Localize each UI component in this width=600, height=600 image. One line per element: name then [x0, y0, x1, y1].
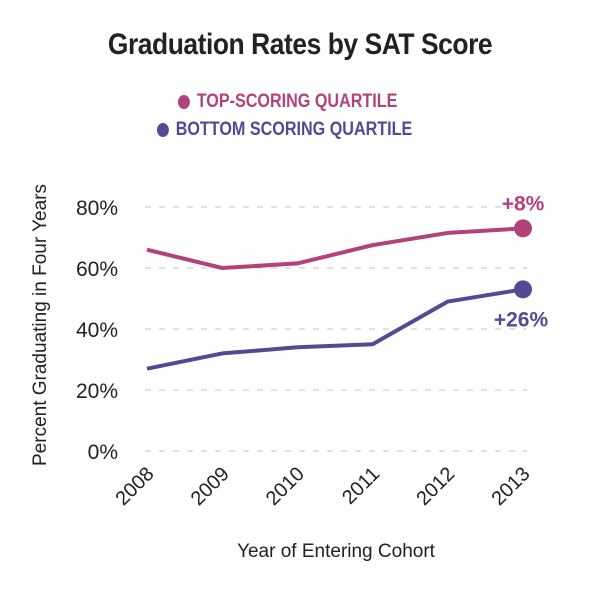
y-tick-label: 80%: [76, 197, 118, 220]
series-line-bottom: [146, 287, 524, 371]
legend-marker-icon: [178, 95, 190, 109]
data-point: [514, 219, 532, 238]
y-tick-label: 0%: [88, 441, 118, 464]
end-label: +8%: [502, 192, 545, 215]
legend-label: BOTTOM SCORING QUARTILE: [175, 119, 413, 140]
x-tick-label: 2008: [112, 463, 159, 510]
series-line-top: [146, 226, 524, 270]
chart-title: Graduation Rates by SAT Score: [107, 28, 493, 61]
x-tick-label: 2012: [412, 463, 459, 510]
y-tick-label: 40%: [76, 319, 118, 342]
data-point: [514, 280, 532, 299]
x-tick-label: 2009: [187, 463, 234, 510]
legend-item-top: TOP-SCORING QUARTILE: [178, 91, 397, 113]
y-tick-label: 20%: [76, 380, 118, 403]
end-label: +26%: [494, 308, 549, 331]
legend-item-bottom: BOTTOM SCORING QUARTILE: [157, 119, 412, 141]
x-tick-label: 2010: [262, 463, 309, 510]
x-axis-label: Year of Entering Cohort: [237, 541, 436, 562]
legend-label: TOP-SCORING QUARTILE: [196, 91, 398, 112]
x-tick-label: 2011: [338, 463, 384, 509]
y-tick-label: 60%: [76, 258, 118, 281]
y-axis-label: Percent Graduating in Four Years: [30, 184, 51, 466]
legend-marker-icon: [157, 123, 169, 137]
x-tick-label: 2013: [488, 463, 535, 510]
